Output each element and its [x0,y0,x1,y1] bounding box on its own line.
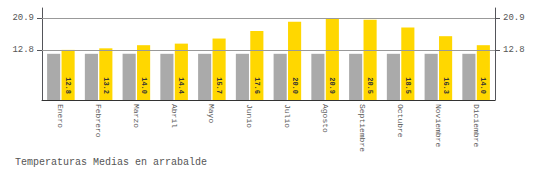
svg-text:Diciembre: Diciembre [472,104,481,147]
svg-text:Abril: Abril [170,104,179,128]
svg-text:14.0: 14.0 [140,77,148,94]
svg-text:20.0: 20.0 [291,77,299,94]
svg-text:12.8: 12.8 [12,45,34,55]
svg-text:20.9: 20.9 [503,13,525,23]
svg-text:12.8: 12.8 [503,45,525,55]
svg-text:Julio: Julio [283,104,292,128]
svg-text:Temperaturas Medias en arrabal: Temperaturas Medias en arrabalde [15,157,207,168]
svg-text:20.5: 20.5 [366,77,374,94]
svg-text:Junio: Junio [245,104,254,128]
svg-text:Febrero: Febrero [94,104,103,138]
svg-text:13.2: 13.2 [102,77,110,94]
svg-text:Noviembre: Noviembre [434,104,443,147]
svg-text:20.9: 20.9 [328,77,336,94]
svg-text:18.5: 18.5 [404,77,412,94]
svg-text:Marzo: Marzo [132,104,141,128]
svg-text:Octubre: Octubre [396,104,405,138]
svg-text:16.3: 16.3 [442,77,450,94]
svg-text:Septiembre: Septiembre [358,104,367,152]
svg-text:12.8: 12.8 [64,77,72,94]
svg-text:14.0: 14.0 [479,77,487,94]
svg-text:Agosto: Agosto [321,104,330,133]
svg-text:17.6: 17.6 [253,77,261,94]
svg-text:20.9: 20.9 [12,13,34,23]
svg-text:Enero: Enero [56,104,65,128]
svg-text:14.4: 14.4 [177,77,185,94]
svg-text:15.7: 15.7 [215,77,223,94]
svg-text:Mayo: Mayo [207,104,216,123]
